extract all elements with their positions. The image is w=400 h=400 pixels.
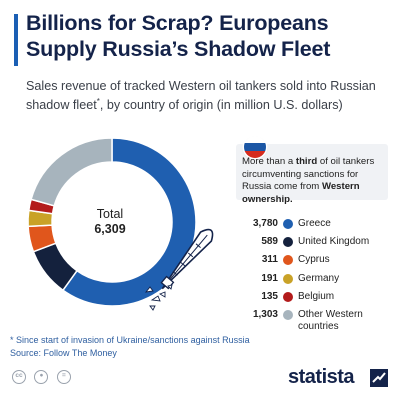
subtitle-footnote-mark: * [96, 97, 100, 106]
footnote: * Since start of invasion of Ukraine/san… [10, 335, 250, 345]
license-icons: cc ● = [12, 370, 75, 386]
legend-item: 135 Belgium [236, 289, 396, 307]
total-value: 6,309 [94, 222, 126, 236]
callout-text-part: of oil tankers circumventing sanctions f… [242, 156, 375, 192]
person-icon[interactable]: ● [34, 370, 49, 384]
flag-stripe [244, 136, 266, 144]
legend-swatch [283, 219, 293, 229]
legend-value: 311 [261, 254, 278, 266]
oil-tanker-icon [144, 228, 214, 311]
donut-slice-greece [61, 137, 197, 307]
legend-value: 191 [261, 272, 278, 284]
legend-swatch [283, 255, 293, 266]
callout-text-part: More than a [242, 156, 296, 167]
cc-icon[interactable]: cc [12, 370, 26, 384]
legend-swatch [283, 237, 293, 248]
russia-flag-icon [244, 136, 266, 158]
legend-item: 311 Cyprus [236, 252, 396, 270]
subtitle-main: Sales revenue of tracked Western oil tan… [26, 79, 376, 113]
legend-item: 191 Germany [236, 271, 396, 289]
total-label: Total [96, 207, 124, 221]
legend-value: 135 [261, 290, 278, 302]
legend: 3,780 Greece 589 United Kingdom 311 Cyprus 191… [236, 216, 396, 337]
no-derivatives-icon[interactable]: = [56, 370, 71, 384]
legend-label: Other Western countries [298, 308, 363, 332]
title-accent-bar [14, 14, 18, 66]
statista-logo[interactable]: statista [288, 366, 355, 388]
legend-item: 3,780 Greece [236, 216, 396, 234]
legend-label: Belgium [298, 290, 335, 302]
callout-emphasis: Western ownership. [242, 181, 360, 205]
statista-logo-icon[interactable] [370, 369, 388, 387]
source: Source: Follow The Money [10, 348, 117, 358]
legend-label: Cyprus [298, 254, 330, 266]
legend-swatch [283, 273, 293, 284]
chart-subtitle: Sales revenue of tracked Western oil tan… [26, 78, 392, 113]
donut-slice-other-western-countries [30, 137, 113, 207]
legend-value: 589 [261, 236, 278, 248]
legend-swatch [283, 291, 293, 302]
legend-label: Germany [298, 272, 340, 284]
flag-stripe [244, 150, 266, 158]
callout-emphasis: third [295, 156, 318, 167]
flag-stripe [244, 143, 266, 151]
chart-title: Billions for Scrap? Europeans Supply Rus… [26, 11, 331, 61]
legend-swatch [283, 309, 293, 320]
callout-text: More than a third of oil tankers circumv… [242, 156, 388, 206]
legend-value: 3,780 [252, 218, 278, 229]
legend-item: 589 United Kingdom [236, 234, 396, 252]
legend-value: 1,303 [252, 308, 278, 320]
subtitle-tail: , by country of origin (in million U.S. … [99, 98, 343, 113]
legend-label: Greece [298, 218, 331, 229]
legend-label: United Kingdom [298, 236, 370, 248]
legend-item: 1,303 Other Western countries [236, 307, 396, 337]
